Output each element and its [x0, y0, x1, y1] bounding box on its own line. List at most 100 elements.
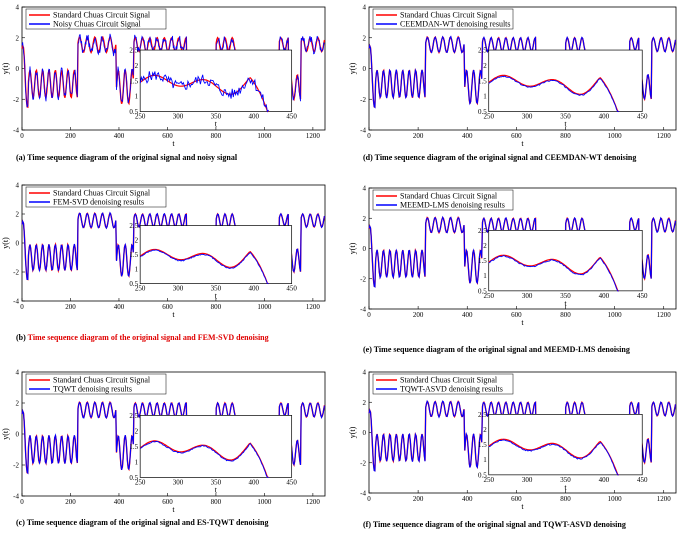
inset-y-tick-label: 2	[135, 237, 139, 245]
inset-x-tick-label: 450	[637, 476, 648, 484]
x-tick-label: 0	[20, 303, 24, 311]
inset-denoised-line	[488, 75, 619, 112]
panel-caption: (a) Time sequence diagram of the origina…	[16, 153, 238, 162]
inset-x-tick-label: 400	[599, 476, 610, 484]
inset-x-tick-label: 350	[560, 113, 571, 121]
x-tick-label: 800	[560, 132, 571, 140]
x-tick-label: 1200	[657, 495, 672, 503]
inset-x-axis-label: t	[564, 120, 567, 129]
x-tick-label: 200	[65, 132, 76, 140]
legend-label-denoised: TQWT-ASVD denoising results	[400, 385, 503, 394]
y-axis-label: y(t)	[1, 428, 10, 440]
y-tick-label: -4	[360, 306, 366, 314]
inset-y-tick-label: 2.5	[129, 412, 138, 420]
inset-denoised-line	[488, 255, 619, 292]
x-tick-label: 400	[114, 498, 125, 506]
x-axis-label: t	[521, 139, 524, 148]
x-axis-label: t	[521, 502, 524, 511]
inset-y-tick-label: 1.5	[129, 443, 138, 451]
legend-label-standard: Standard Chuas Circuit Signal	[53, 11, 151, 20]
inset-y-tick-label: 2.5	[478, 227, 487, 235]
x-tick-label: 600	[162, 303, 173, 311]
x-tick-label: 200	[65, 303, 76, 311]
inset-x-tick-label: 400	[599, 292, 610, 300]
inset-x-axis-label: t	[215, 292, 218, 301]
x-axis-label: t	[521, 318, 524, 327]
y-axis-label: y(t)	[348, 426, 357, 438]
y-tick-label: -2	[13, 96, 19, 104]
legend-label-denoised: CEEMDAN-WT denoising results	[400, 20, 511, 29]
x-tick-label: 1200	[306, 498, 321, 506]
panel-caption: (d) Time sequence diagram of the origina…	[363, 153, 636, 162]
inset-y-tick-label: 1.5	[129, 251, 138, 259]
inset-x-tick-label: 300	[173, 285, 184, 293]
y-axis-label: y(t)	[348, 62, 357, 74]
inset-x-tick-label: 450	[637, 113, 648, 121]
y-tick-label: -4	[13, 298, 19, 306]
x-tick-label: 600	[511, 132, 522, 140]
x-tick-label: 400	[462, 132, 473, 140]
inset-y-tick-label: 1.5	[478, 441, 487, 449]
x-tick-label: 600	[511, 311, 522, 319]
y-tick-label: 2	[16, 211, 20, 219]
y-axis-label: y(t)	[1, 237, 10, 249]
caption-text: Time sequence diagram of the original si…	[28, 333, 269, 342]
x-axis-label: t	[172, 505, 175, 514]
x-tick-label: 0	[20, 498, 24, 506]
legend-label-standard: Standard Chuas Circuit Signal	[400, 376, 498, 385]
chart-panel-e: -4 -2 0 2 4 0 200 400 600 800 1000 1200 y(t) t Standar…	[348, 185, 677, 354]
x-tick-label: 1000	[608, 311, 623, 319]
x-tick-label: 600	[511, 495, 522, 503]
inset-x-axis-label: t	[564, 483, 567, 492]
inset-x-axis-label: t	[215, 485, 218, 494]
y-tick-label: -2	[360, 459, 366, 467]
y-tick-label: 2	[363, 215, 367, 223]
inset-standard-line	[139, 248, 269, 285]
legend-label-standard: Standard Chuas Circuit Signal	[53, 189, 151, 198]
inset-y-tick-label: 1.5	[129, 77, 138, 85]
x-tick-label: 400	[462, 495, 473, 503]
inset-x-tick-label: 350	[560, 476, 571, 484]
x-tick-label: 600	[162, 132, 173, 140]
inset-x-tick-label: 300	[522, 113, 533, 121]
y-tick-label: 4	[16, 4, 20, 12]
inset-x-tick-label: 350	[560, 292, 571, 300]
y-tick-label: 0	[16, 431, 20, 439]
inset-standard-line	[139, 440, 269, 478]
x-tick-label: 0	[367, 132, 371, 140]
y-tick-label: -2	[360, 275, 366, 283]
inset-denoised-line	[140, 440, 269, 478]
inset-x-tick-label: 250	[483, 292, 494, 300]
inset-y-tick-label: 0.5	[129, 108, 138, 116]
y-tick-label: 0	[16, 65, 20, 73]
legend-box	[372, 189, 514, 211]
inset-y-tick-label: 2.5	[129, 47, 138, 55]
y-tick-label: -2	[13, 462, 19, 470]
y-tick-label: -2	[13, 269, 19, 277]
legend-label-denoised: MEEMD-LMS denoising results	[400, 201, 505, 210]
inset-frame	[139, 225, 293, 284]
y-tick-label: 2	[16, 34, 20, 42]
inset-x-tick-label: 300	[173, 478, 184, 486]
legend-box	[25, 8, 167, 30]
inset-y-tick-label: 0.5	[129, 280, 138, 288]
inset-x-tick-label: 250	[483, 113, 494, 121]
x-tick-label: 800	[560, 495, 571, 503]
x-tick-label: 1200	[306, 303, 321, 311]
inset-x-tick-label: 350	[211, 478, 222, 486]
inset-x-tick-label: 300	[173, 113, 184, 121]
legend-label-denoised: Noisy Chuas Circuit Signal	[53, 20, 142, 29]
x-tick-label: 800	[211, 303, 222, 311]
legend-box	[372, 373, 514, 395]
panel-caption: (f) Time sequence diagram of the origina…	[363, 520, 626, 529]
x-tick-label: 800	[211, 132, 222, 140]
x-tick-label: 200	[413, 311, 424, 319]
x-axis-label: t	[172, 139, 175, 148]
y-tick-label: 4	[363, 185, 367, 193]
inset-frame	[488, 230, 643, 292]
inset-x-tick-label: 250	[483, 476, 494, 484]
panel-caption: (e) Time sequence diagram of the origina…	[363, 345, 630, 354]
x-tick-label: 200	[413, 132, 424, 140]
y-tick-label: 0	[16, 240, 20, 248]
